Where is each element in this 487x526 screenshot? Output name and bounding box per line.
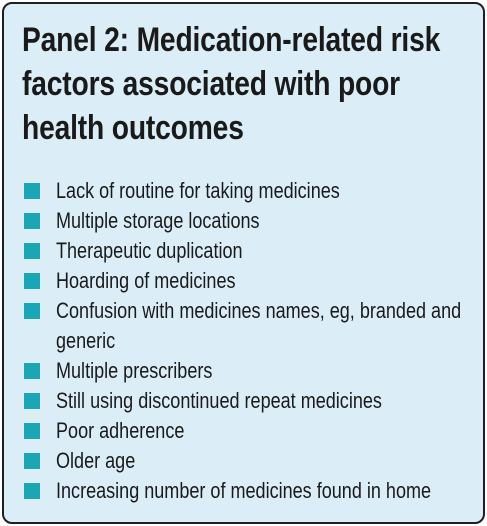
list-item-text: Hoarding of medicines — [56, 268, 236, 293]
square-bullet-icon — [24, 453, 40, 469]
list-item: Poor adherence — [24, 416, 464, 446]
list-item-text: Multiple prescribers — [56, 358, 213, 383]
square-bullet-icon — [24, 273, 40, 289]
list-item: Older age — [24, 446, 464, 476]
list-item: Hoarding of medicines — [24, 266, 464, 296]
list-item: Lack of routine for taking medicines — [24, 176, 464, 206]
list-item: Confusion with medicines names, eg, bran… — [24, 296, 464, 356]
square-bullet-icon — [24, 183, 40, 199]
square-bullet-icon — [24, 423, 40, 439]
square-bullet-icon — [24, 213, 40, 229]
list-item: Increasing number of medicines found in … — [24, 476, 464, 506]
square-bullet-icon — [24, 363, 40, 379]
list-item: Multiple storage locations — [24, 206, 464, 236]
list-item-text: Therapeutic duplication — [56, 238, 243, 263]
list-item-text: Poor adherence — [56, 418, 185, 443]
list-item: Therapeutic duplication — [24, 236, 464, 266]
list-item-text: Older age — [56, 448, 136, 473]
list-item-text: Increasing number of medicines found in … — [56, 478, 432, 503]
risk-factor-list: Lack of routine for taking medicines Mul… — [24, 176, 464, 506]
list-item-text: Multiple storage locations — [56, 208, 260, 233]
square-bullet-icon — [24, 393, 40, 409]
list-item-text: Confusion with medicines names, eg, bran… — [56, 298, 462, 353]
panel-title: Panel 2: Medication-related risk factors… — [22, 21, 441, 147]
list-item-text: Still using discontinued repeat medicine… — [56, 388, 382, 413]
list-item-text: Lack of routine for taking medicines — [56, 178, 340, 203]
square-bullet-icon — [24, 243, 40, 259]
square-bullet-icon — [24, 483, 40, 499]
list-item: Still using discontinued repeat medicine… — [24, 386, 464, 416]
list-item: Multiple prescribers — [24, 356, 464, 386]
square-bullet-icon — [24, 303, 40, 319]
